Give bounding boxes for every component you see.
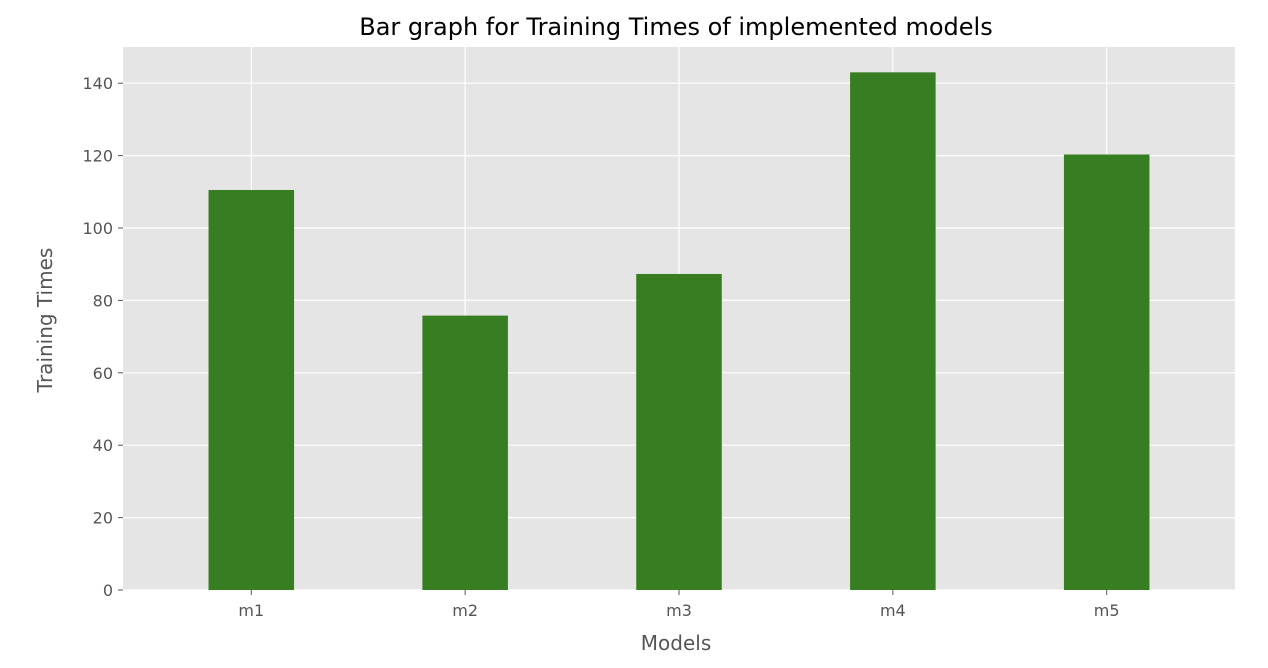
bar-m4 xyxy=(850,72,936,591)
bars xyxy=(208,72,1150,591)
y-axis-label: Training Times xyxy=(33,248,57,394)
chart-title: Bar graph for Training Times of implemen… xyxy=(359,13,992,41)
y-tick-label: 0 xyxy=(103,581,113,600)
y-tick-label: 60 xyxy=(93,364,113,383)
x-axis-label: Models xyxy=(641,631,711,655)
y-axis-ticks: 0 20 40 60 80 100 120 140 xyxy=(82,74,123,600)
y-tick-label: 20 xyxy=(93,509,113,528)
y-tick-label: 140 xyxy=(82,74,113,93)
y-tick-label: 120 xyxy=(82,147,113,166)
y-tick-label: 100 xyxy=(82,219,113,238)
x-tick-label: m3 xyxy=(666,601,692,620)
x-tick-label: m2 xyxy=(452,601,478,620)
y-tick-label: 80 xyxy=(93,291,113,310)
bar-m5 xyxy=(1063,154,1150,590)
x-tick-label: m5 xyxy=(1094,601,1120,620)
x-axis-ticks: m1 m2 m3 m4 m5 xyxy=(238,590,1120,620)
bar-m2 xyxy=(422,315,508,590)
bar-m1 xyxy=(208,189,295,591)
y-tick-label: 40 xyxy=(93,436,113,455)
bar-m3 xyxy=(636,273,722,590)
x-tick-label: m4 xyxy=(880,601,906,620)
x-tick-label: m1 xyxy=(238,601,264,620)
